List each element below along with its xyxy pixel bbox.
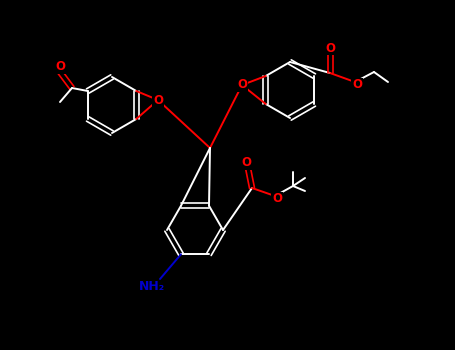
Text: O: O: [241, 156, 251, 169]
Text: O: O: [237, 78, 247, 91]
Text: NH₂: NH₂: [139, 280, 165, 294]
Text: O: O: [272, 193, 282, 205]
Text: O: O: [352, 78, 362, 91]
Text: O: O: [153, 93, 163, 106]
Text: O: O: [325, 42, 335, 55]
Text: O: O: [55, 61, 65, 74]
